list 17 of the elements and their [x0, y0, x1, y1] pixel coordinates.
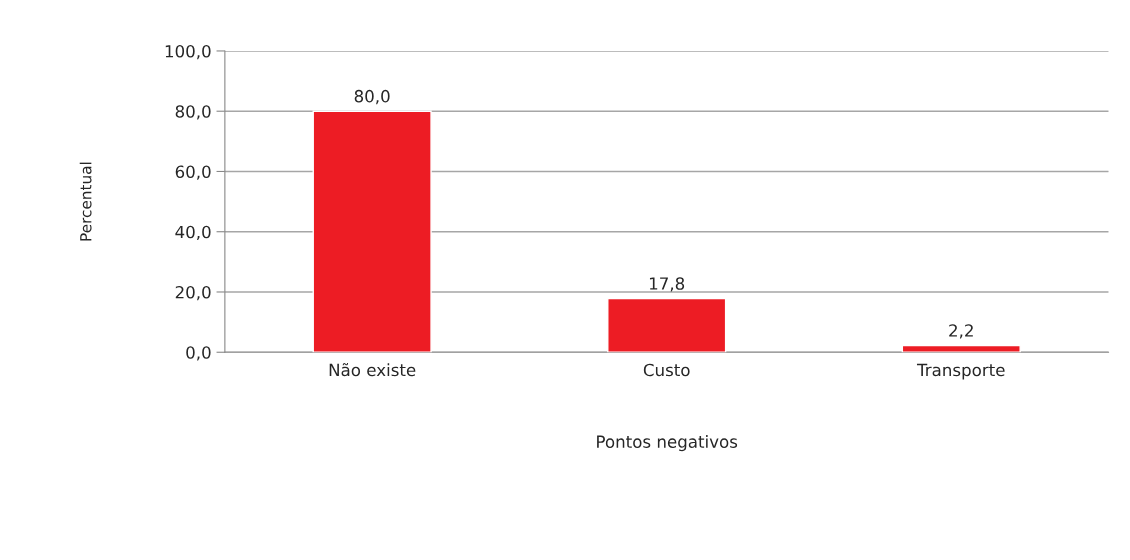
x-tick-label: Custo — [643, 363, 690, 377]
y-tick-label: 60,0 — [175, 165, 211, 180]
y-tick-label: 80,0 — [175, 105, 211, 120]
bar — [607, 297, 727, 353]
data-label: 80,0 — [354, 89, 390, 105]
y-tick-label: 20,0 — [175, 285, 211, 301]
bar — [901, 344, 1021, 353]
y-axis-title: Percentual — [79, 162, 92, 241]
y-tick-label: 100,0 — [165, 44, 211, 60]
y-tick-label: 40,0 — [175, 225, 211, 240]
x-tick-label: Não existe — [329, 363, 416, 377]
y-tick-label: 0,0 — [186, 346, 211, 361]
x-tick-label: Transporte — [916, 363, 1005, 380]
x-axis-title: Pontos negativos — [597, 435, 738, 452]
bar — [312, 110, 432, 353]
data-label: 2,2 — [949, 324, 973, 339]
data-label: 17,8 — [649, 277, 685, 292]
